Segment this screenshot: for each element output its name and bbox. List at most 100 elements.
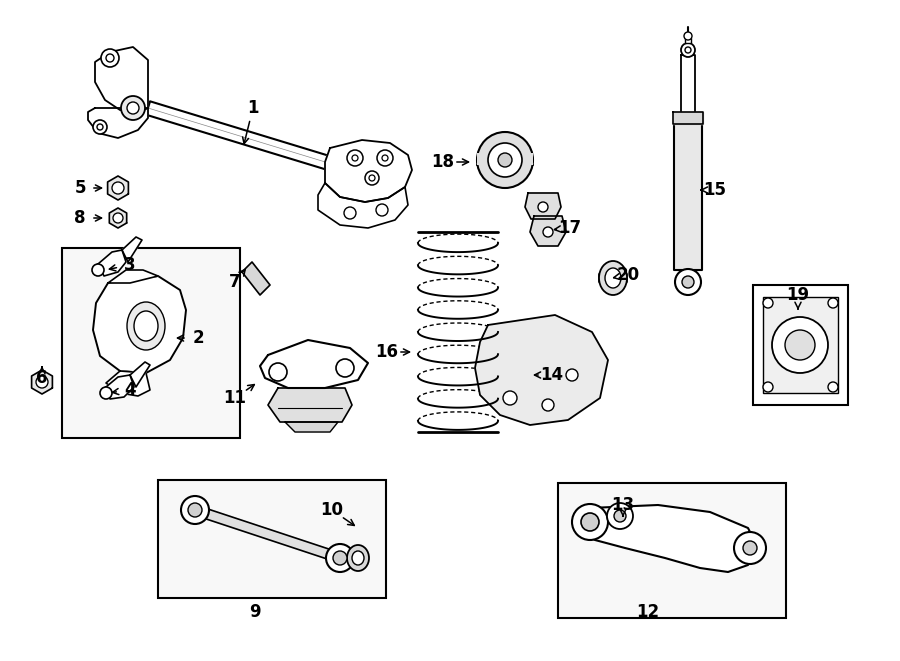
Circle shape (675, 269, 701, 295)
Polygon shape (194, 505, 342, 563)
Circle shape (181, 496, 209, 524)
Bar (558, 483, 786, 618)
Circle shape (336, 359, 354, 377)
Text: 1: 1 (248, 99, 259, 117)
Circle shape (376, 204, 388, 216)
Circle shape (377, 150, 393, 166)
Circle shape (92, 264, 104, 276)
Text: 11: 11 (223, 389, 247, 407)
Circle shape (572, 504, 608, 540)
Polygon shape (106, 371, 150, 396)
Polygon shape (32, 370, 52, 394)
Circle shape (100, 387, 112, 399)
Ellipse shape (347, 545, 369, 571)
Circle shape (743, 541, 757, 555)
Ellipse shape (127, 302, 165, 350)
Circle shape (269, 363, 287, 381)
Circle shape (828, 298, 838, 308)
Circle shape (106, 54, 114, 62)
Text: 16: 16 (375, 343, 399, 361)
Circle shape (188, 503, 202, 517)
Text: 5: 5 (74, 179, 86, 197)
Ellipse shape (352, 551, 364, 565)
Polygon shape (325, 140, 412, 202)
Circle shape (763, 298, 773, 308)
Polygon shape (93, 276, 186, 373)
Polygon shape (88, 108, 148, 138)
Text: 3: 3 (124, 256, 136, 274)
Circle shape (347, 150, 363, 166)
Text: 2: 2 (193, 329, 203, 347)
Circle shape (488, 143, 522, 177)
Circle shape (112, 182, 124, 194)
Circle shape (581, 513, 599, 531)
Circle shape (684, 32, 692, 40)
Circle shape (542, 399, 554, 411)
Polygon shape (108, 270, 158, 283)
Circle shape (326, 544, 354, 572)
Polygon shape (108, 176, 129, 200)
Circle shape (121, 96, 145, 120)
Polygon shape (673, 112, 703, 124)
Bar (753, 285, 848, 405)
Circle shape (763, 382, 773, 392)
Ellipse shape (599, 261, 627, 295)
Circle shape (734, 532, 766, 564)
Circle shape (566, 369, 578, 381)
Circle shape (543, 227, 553, 237)
Polygon shape (685, 38, 691, 43)
Text: 15: 15 (704, 181, 726, 199)
Circle shape (785, 330, 815, 360)
Circle shape (93, 120, 107, 134)
Text: 20: 20 (616, 266, 640, 284)
Polygon shape (285, 422, 338, 432)
Circle shape (614, 510, 626, 522)
Circle shape (101, 49, 119, 67)
Circle shape (503, 391, 517, 405)
Circle shape (681, 43, 695, 57)
Circle shape (382, 155, 388, 161)
Circle shape (538, 202, 548, 212)
Polygon shape (106, 375, 134, 399)
Polygon shape (98, 250, 126, 276)
Text: 13: 13 (611, 496, 634, 514)
Circle shape (352, 155, 358, 161)
Circle shape (498, 153, 512, 167)
Text: 19: 19 (787, 286, 810, 304)
Bar (158, 480, 386, 598)
Polygon shape (146, 101, 347, 175)
Text: 12: 12 (636, 603, 660, 621)
Circle shape (772, 317, 828, 373)
Circle shape (365, 171, 379, 185)
Text: 14: 14 (540, 366, 563, 384)
Text: 18: 18 (431, 153, 454, 171)
Bar (62, 248, 240, 438)
Ellipse shape (134, 311, 158, 341)
Text: 8: 8 (74, 209, 86, 227)
Polygon shape (122, 237, 142, 262)
Text: 17: 17 (558, 219, 581, 237)
Polygon shape (95, 47, 148, 112)
Text: 9: 9 (249, 603, 261, 621)
Polygon shape (318, 183, 408, 228)
Circle shape (607, 503, 633, 529)
Text: 6: 6 (36, 369, 48, 387)
Circle shape (477, 132, 533, 188)
Circle shape (127, 102, 139, 114)
Bar (477, 153, 533, 165)
Polygon shape (525, 193, 561, 219)
Polygon shape (475, 315, 608, 425)
Circle shape (369, 175, 375, 181)
Circle shape (344, 207, 356, 219)
Polygon shape (674, 118, 702, 270)
Circle shape (333, 551, 347, 565)
Polygon shape (577, 505, 758, 572)
Text: 7: 7 (230, 273, 241, 291)
Polygon shape (268, 388, 352, 422)
Circle shape (685, 47, 691, 53)
Polygon shape (130, 362, 150, 387)
Circle shape (113, 213, 123, 223)
Text: 4: 4 (124, 381, 136, 399)
Circle shape (97, 124, 103, 130)
Polygon shape (260, 340, 368, 388)
